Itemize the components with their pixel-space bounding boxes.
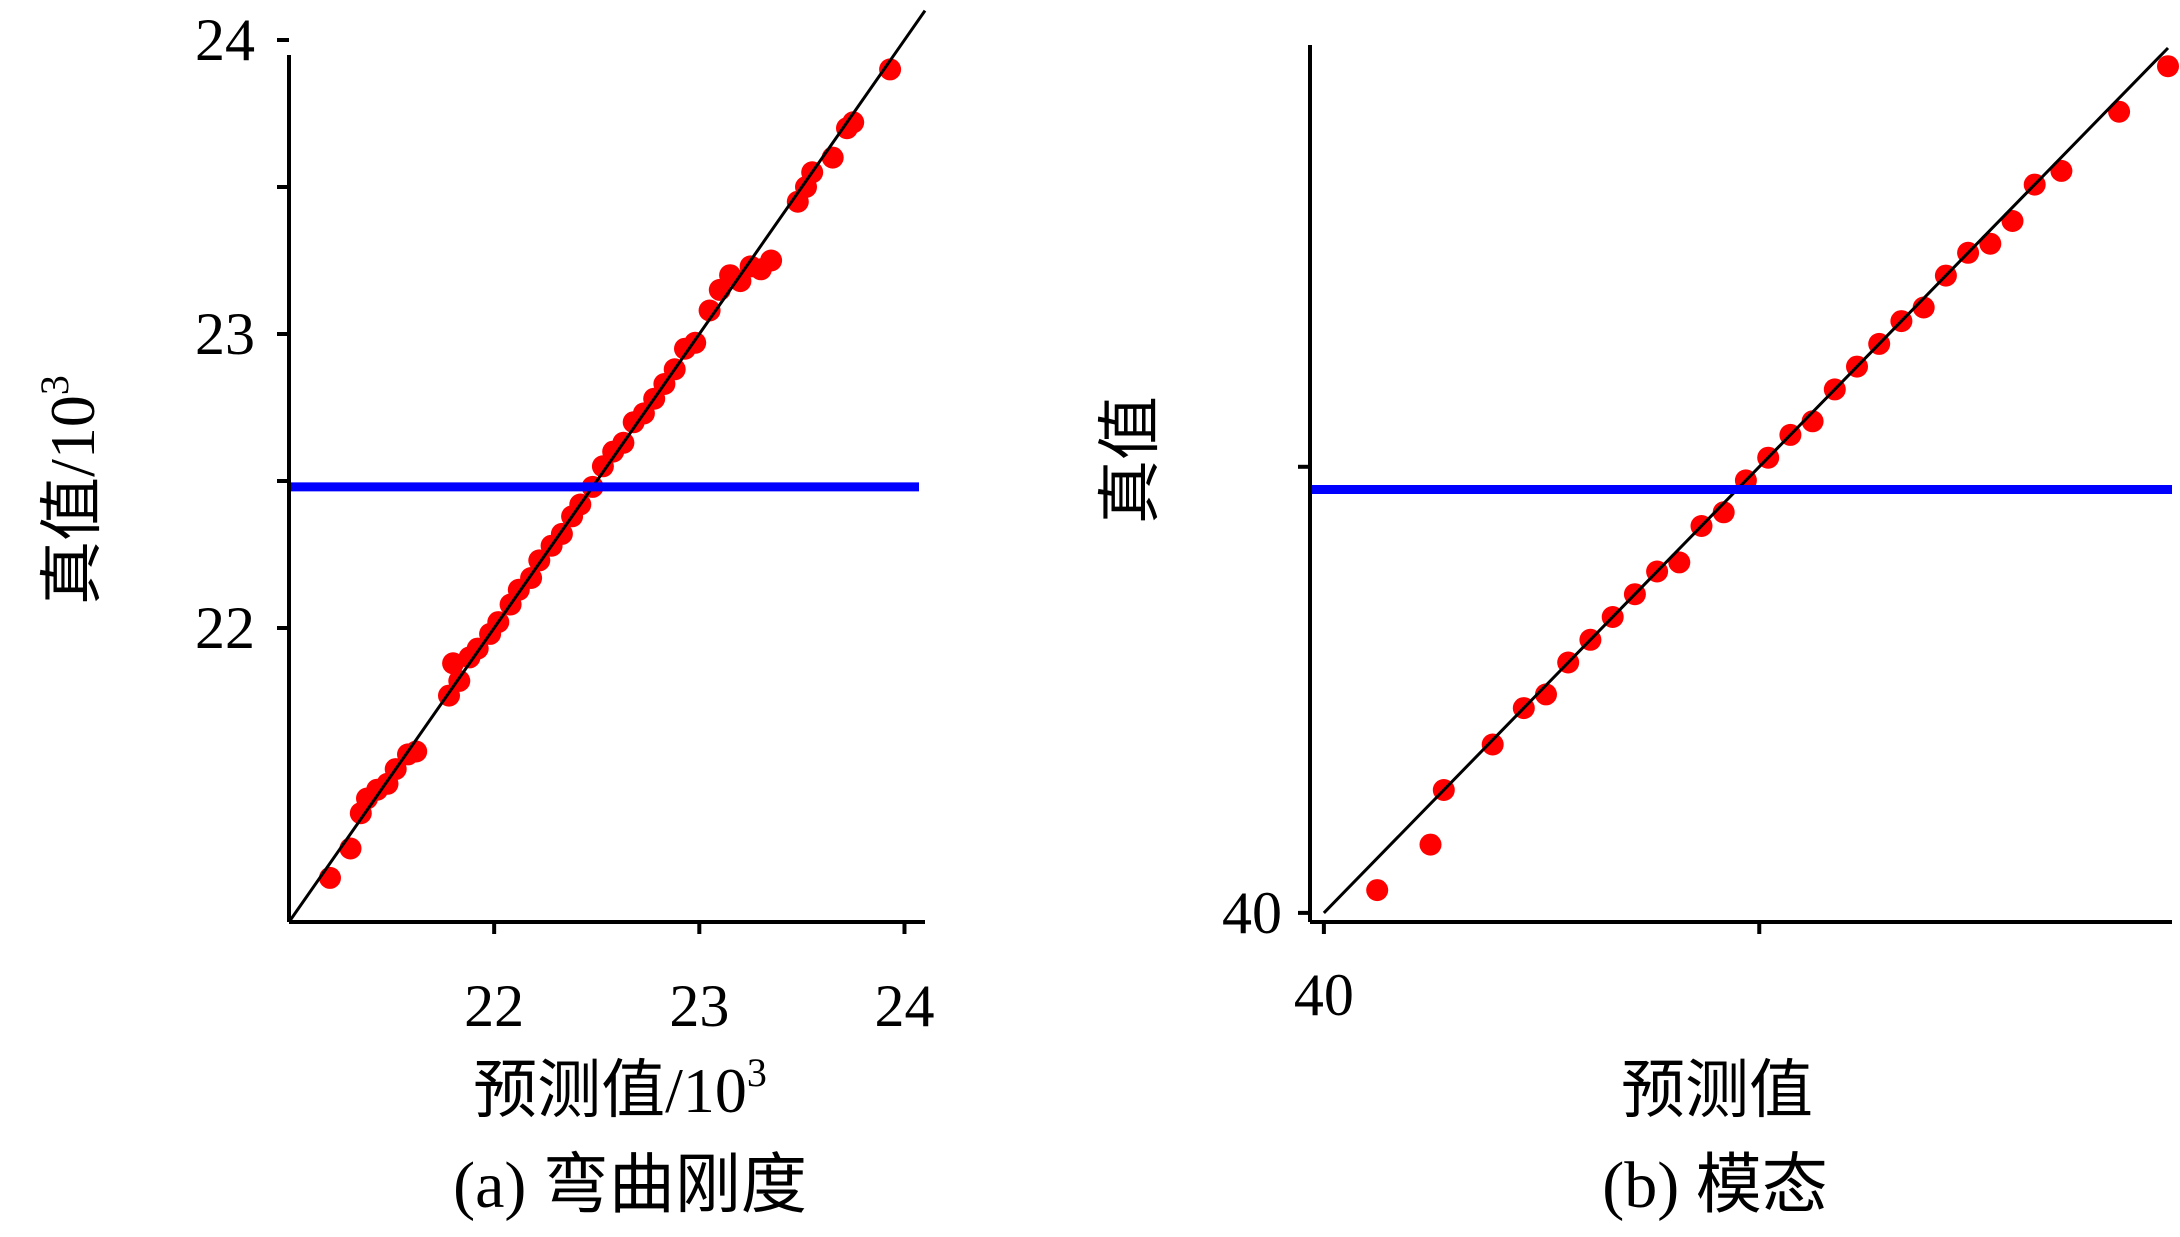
y-tick-label: 40 <box>1222 880 1282 946</box>
data-point <box>339 837 362 860</box>
panel-b-fit-line <box>1322 46 2170 914</box>
panel-b-y-axis-title: 真值 <box>1095 396 1166 524</box>
data-point <box>2050 159 2073 182</box>
data-point <box>842 111 865 134</box>
data-point <box>1979 232 2002 255</box>
data-point <box>821 146 844 169</box>
panel-b-x-axis-title: 预测值 <box>1621 1055 1813 1126</box>
x-tick-label: 22 <box>464 973 524 1039</box>
panel-a-y-axis-title: 真值/103 <box>32 375 108 605</box>
data-point <box>1366 879 1389 902</box>
data-point <box>2108 100 2131 123</box>
panel-b-points <box>1366 55 2179 902</box>
data-point <box>2157 55 2179 78</box>
panel-a-bending-stiffness: 22 23 24 22 23 24 真值/103 预测值/103 (a) 弯曲刚度 <box>32 7 934 1222</box>
x-tick-label: 40 <box>1294 962 1354 1028</box>
panel-a-caption: (a) 弯曲刚度 <box>453 1149 807 1222</box>
panel-a-x-axis-title: 预测值/103 <box>473 1050 767 1126</box>
data-point <box>879 58 902 81</box>
x-tick-label: 24 <box>874 973 934 1039</box>
data-point <box>2001 210 2024 232</box>
data-point <box>1419 833 1442 856</box>
y-tick-label: 23 <box>195 301 255 367</box>
data-point <box>698 299 721 322</box>
x-tick-label: 23 <box>669 973 729 1039</box>
panel-a-fit-line <box>287 9 927 923</box>
panel-a-points <box>319 58 902 889</box>
panel-a-tick-labels: 22 23 24 22 23 24 <box>195 7 934 1039</box>
data-point <box>1668 551 1691 574</box>
panel-b-ticks <box>1298 464 1762 934</box>
y-tick-label: 24 <box>195 7 255 73</box>
panel-a-ticks <box>277 38 907 934</box>
y-tick-label: 22 <box>195 595 255 661</box>
panel-b-caption: (b) 模态 <box>1602 1149 1827 1222</box>
data-point <box>319 866 341 889</box>
data-point <box>1481 733 1504 756</box>
data-point <box>760 249 783 272</box>
